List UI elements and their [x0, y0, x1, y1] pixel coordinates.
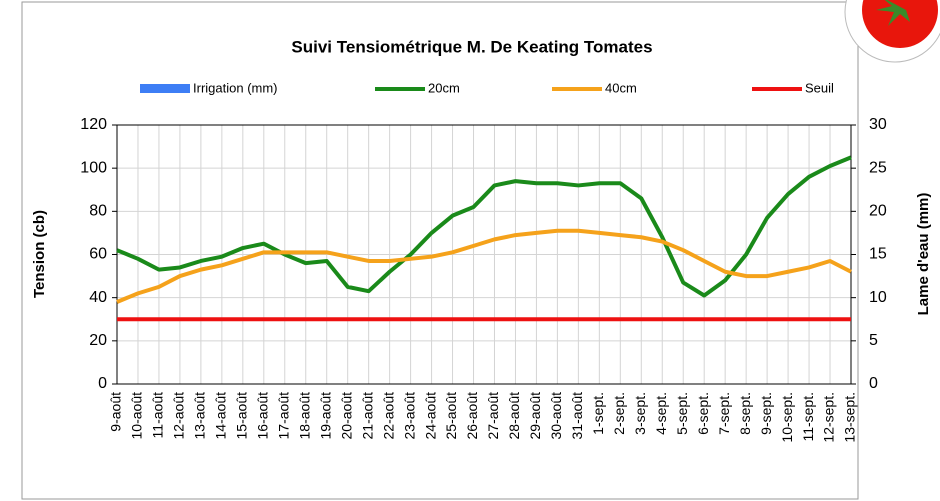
x-tick-label: 3-sept. — [632, 392, 648, 435]
x-tick-label: 31-août — [569, 392, 585, 440]
x-tick-label: 8-sept. — [737, 392, 753, 435]
x-tick-label: 21-août — [359, 392, 375, 440]
x-tick-label: 27-août — [485, 392, 501, 440]
y2-tick-label: 30 — [869, 116, 887, 133]
x-tick-label: 14-août — [213, 392, 229, 440]
legend-label: 40cm — [605, 80, 637, 95]
x-tick-label: 29-août — [527, 392, 543, 440]
x-tick-label: 6-sept. — [695, 392, 711, 435]
x-tick-label: 2-sept. — [611, 392, 627, 435]
x-tick-label: 12-sept. — [821, 392, 837, 443]
x-tick-label: 20-août — [338, 392, 354, 440]
x-tick-label: 12-août — [171, 392, 187, 440]
y-axis-label: Tension (cb) — [31, 210, 48, 298]
x-tick-label: 26-août — [464, 392, 480, 440]
legend-label: Irrigation (mm) — [193, 80, 278, 95]
x-tick-label: 9-sept. — [758, 392, 774, 435]
y-tick-label: 20 — [89, 332, 107, 349]
legend-label: Seuil — [805, 80, 834, 95]
x-tick-label: 5-sept. — [674, 392, 690, 435]
y-tick-label: 100 — [80, 159, 107, 176]
y2-tick-label: 25 — [869, 159, 887, 176]
x-tick-label: 18-août — [296, 392, 312, 440]
x-tick-label: 10-août — [129, 392, 145, 440]
y2-tick-label: 20 — [869, 203, 887, 220]
chart-frame — [22, 2, 858, 499]
y-tick-label: 80 — [89, 203, 107, 220]
legend-label: 20cm — [428, 80, 460, 95]
x-tick-label: 25-août — [443, 392, 459, 440]
x-tick-label: 22-août — [380, 392, 396, 440]
x-tick-label: 19-août — [317, 392, 333, 440]
y2-tick-label: 5 — [869, 332, 878, 349]
y2-axis-label: Lame d'eau (mm) — [915, 193, 932, 316]
chart-title: Suivi Tensiométrique M. De Keating Tomat… — [291, 37, 652, 56]
chart: Suivi Tensiométrique M. De Keating Tomat… — [0, 0, 940, 501]
x-tick-label: 13-août — [192, 392, 208, 440]
x-tick-label: 16-août — [255, 392, 271, 440]
x-tick-label: 10-sept. — [779, 392, 795, 443]
x-tick-label: 4-sept. — [653, 392, 669, 435]
x-tick-label: 7-sept. — [716, 392, 732, 435]
y-tick-label: 60 — [89, 246, 107, 263]
x-tick-label: 23-août — [401, 392, 417, 440]
y2-tick-label: 10 — [869, 289, 887, 306]
legend-swatch — [140, 84, 190, 93]
x-tick-label: 15-août — [234, 392, 250, 440]
tomato-icon — [845, 0, 940, 62]
x-tick-label: 30-août — [548, 392, 564, 440]
x-tick-label: 13-sept. — [842, 392, 858, 443]
x-tick-label: 9-août — [108, 392, 124, 432]
y2-tick-label: 15 — [869, 246, 887, 263]
x-tick-label: 1-sept. — [590, 392, 606, 435]
x-tick-label: 24-août — [422, 392, 438, 440]
x-tick-label: 17-août — [275, 392, 291, 440]
x-tick-label: 28-août — [506, 392, 522, 440]
y2-tick-label: 0 — [869, 375, 878, 392]
y-tick-label: 120 — [80, 116, 107, 133]
x-tick-label: 11-août — [150, 392, 166, 439]
y-tick-label: 40 — [89, 289, 107, 306]
y-tick-label: 0 — [98, 375, 107, 392]
x-tick-label: 11-sept. — [800, 392, 816, 442]
